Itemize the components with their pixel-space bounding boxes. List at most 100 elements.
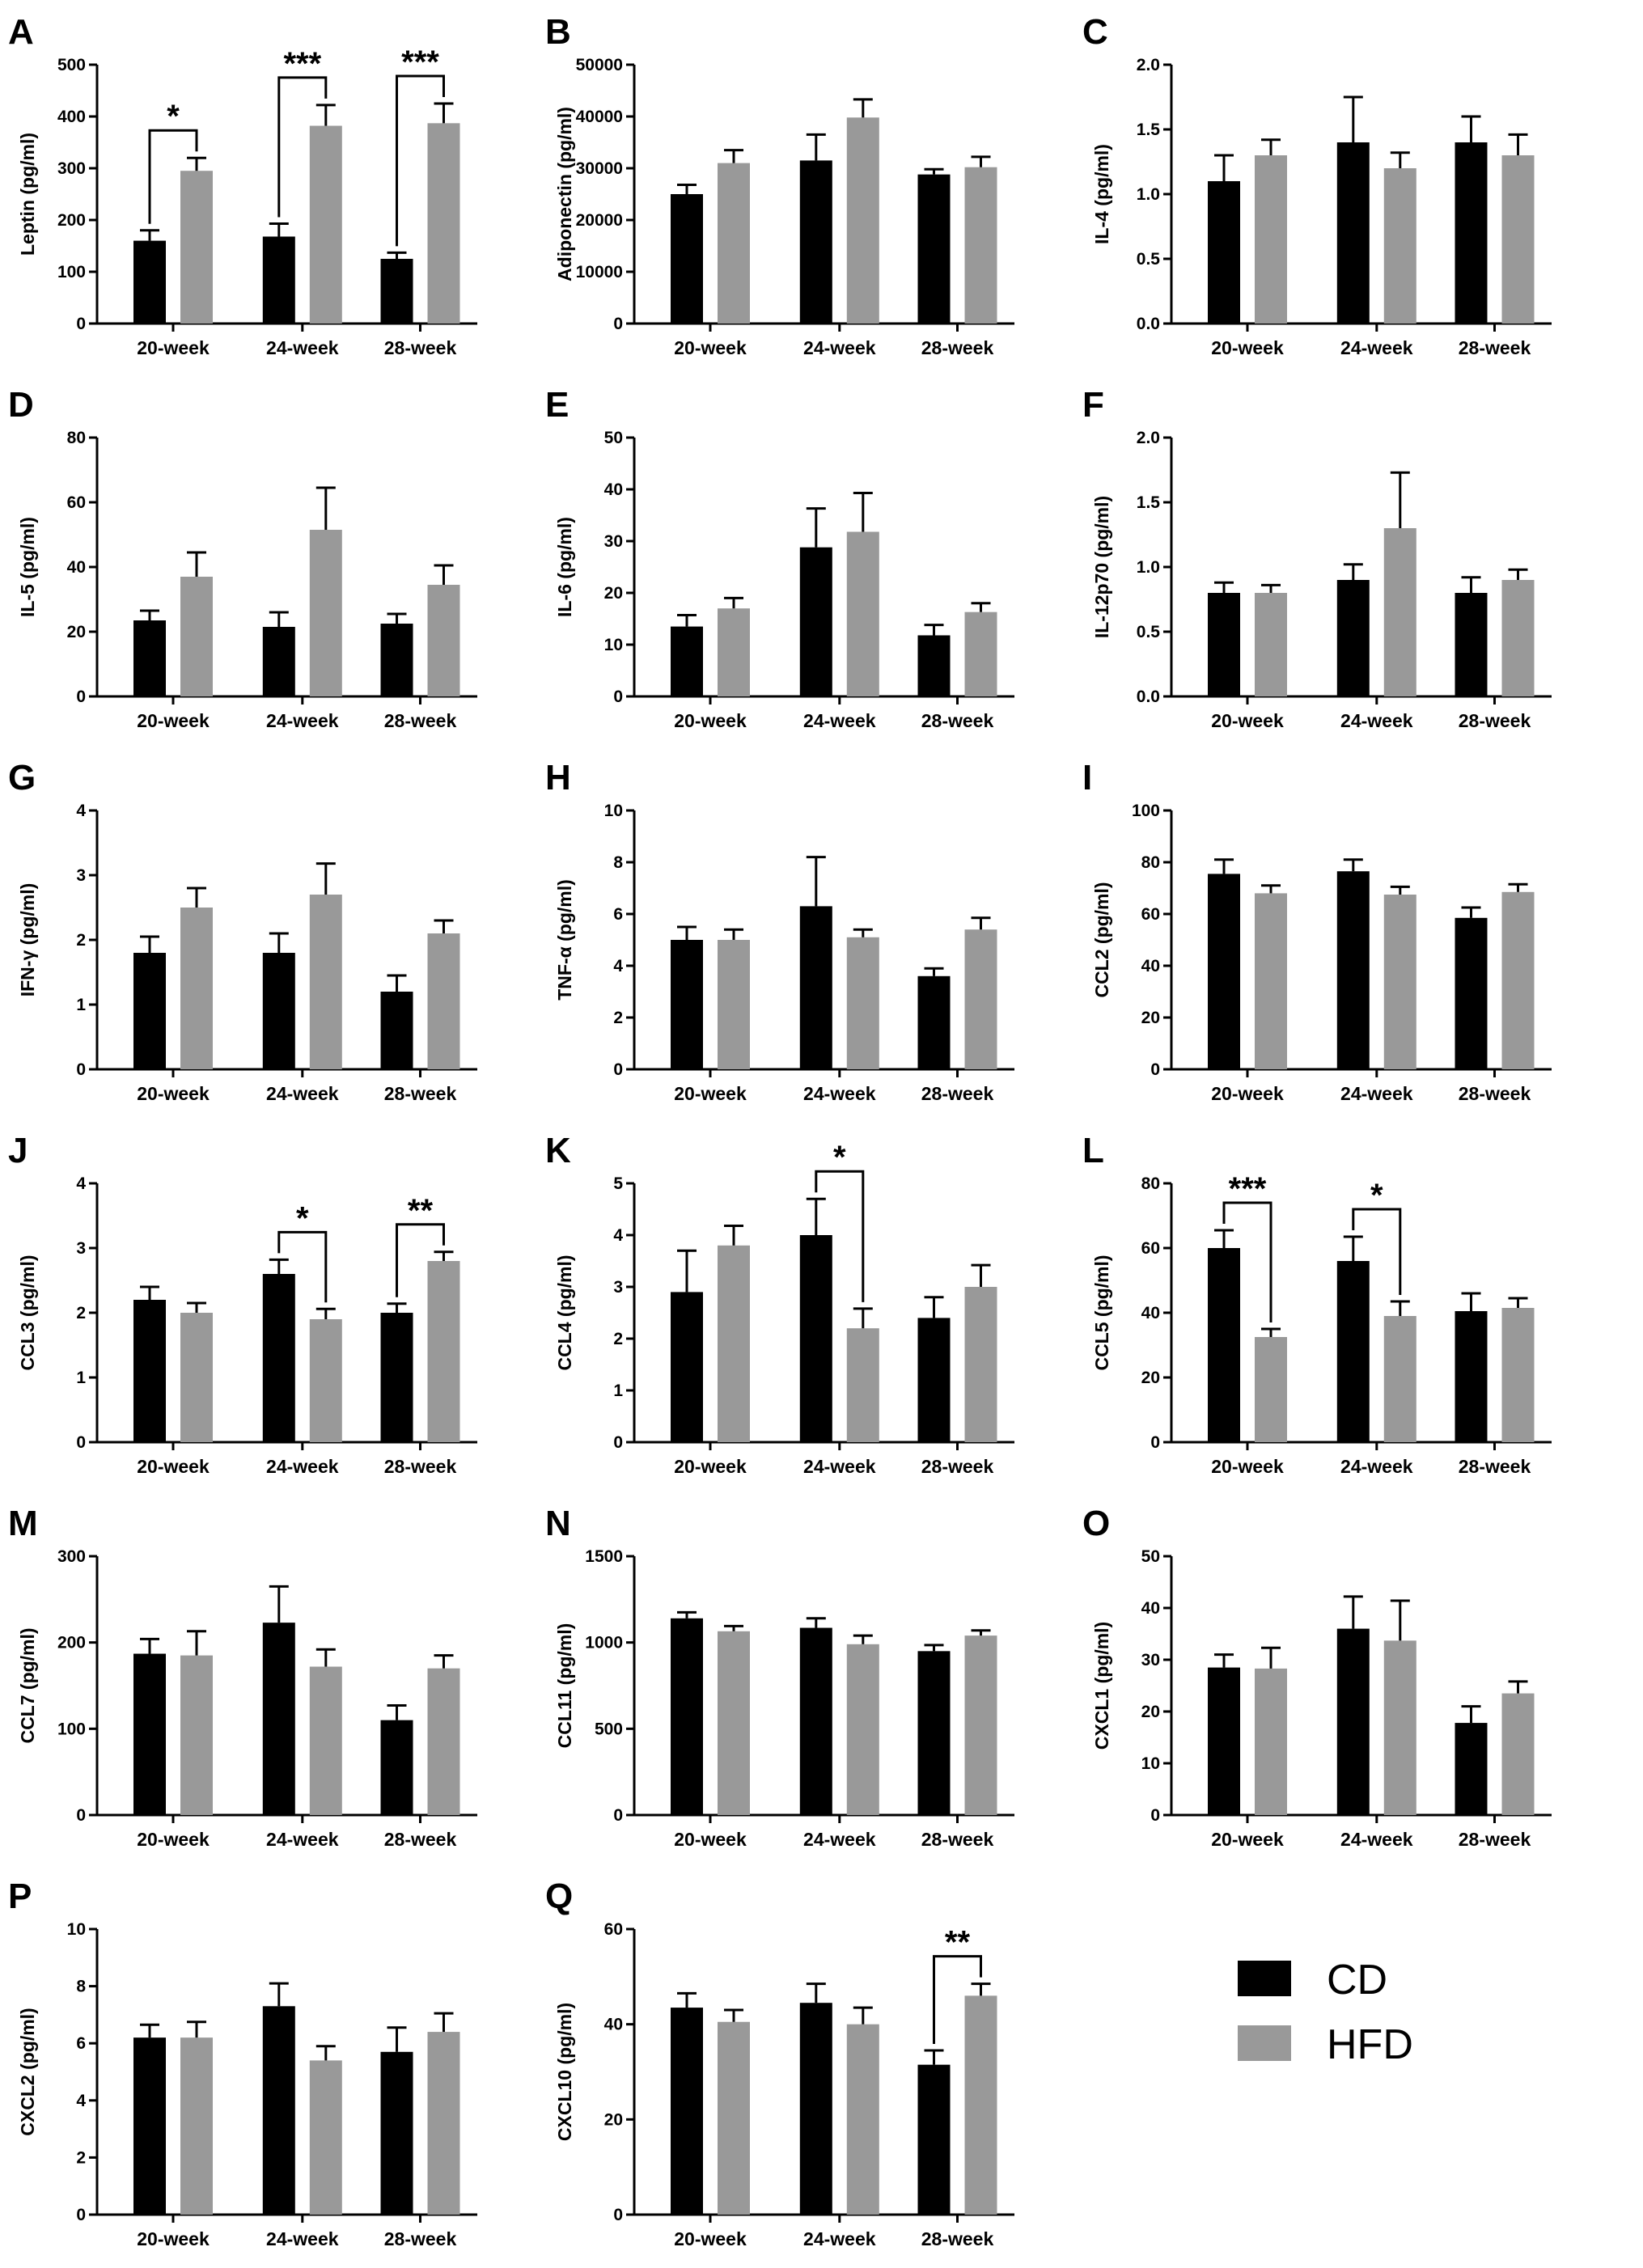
x-tick-label: 28-week: [384, 337, 457, 358]
y-axis-label: IL-5 (pg/ml): [17, 517, 38, 617]
x-tick-label: 28-week: [921, 1456, 994, 1477]
y-axis-label: IL-6 (pg/ml): [554, 517, 575, 617]
x-tick-label: 20-week: [674, 710, 747, 731]
x-tick-label: 28-week: [384, 2228, 457, 2249]
significance-label: ***: [401, 44, 439, 80]
bar-cd: [262, 627, 295, 696]
x-tick-label: 28-week: [1459, 710, 1531, 731]
x-tick-label: 24-week: [266, 337, 339, 358]
significance-label: *: [1370, 1178, 1383, 1213]
x-tick-label: 20-week: [137, 710, 210, 731]
bar-cd: [133, 1653, 166, 1815]
significance-label: ***: [1229, 1171, 1267, 1207]
y-tick-label: 40: [67, 558, 86, 577]
y-tick-label: 2: [613, 1330, 623, 1348]
x-tick-label: 20-week: [1211, 1456, 1284, 1477]
y-tick-label: 5: [613, 1174, 623, 1193]
bar-hfd: [427, 1261, 460, 1442]
chart-panel-c: C IL-4 (pg/ml) 0.0 0.5 1.0 1.5 2.0 20-week 24-we…: [1082, 12, 1552, 358]
y-tick-label: 10: [67, 1920, 86, 1939]
y-tick-label: 3: [76, 866, 86, 885]
x-tick-label: 28-week: [384, 1083, 457, 1104]
bar-cd: [1455, 1723, 1488, 1815]
x-tick-label: 20-week: [137, 2228, 210, 2249]
bar-cd: [133, 240, 166, 324]
y-tick-label: 4: [613, 1226, 623, 1245]
significance-label: ***: [283, 46, 321, 82]
bar-hfd: [1383, 168, 1416, 324]
bar-hfd: [180, 908, 213, 1069]
y-tick-label: 50: [604, 429, 623, 447]
bar-hfd: [427, 933, 460, 1069]
legend: CD HFD: [1238, 1957, 1413, 2068]
x-tick-label: 24-week: [803, 710, 876, 731]
y-tick-label: 1500: [585, 1547, 623, 1566]
panel-letter: A: [8, 12, 34, 52]
y-tick-label: 0: [76, 1060, 86, 1079]
y-tick-label: 2.0: [1137, 56, 1160, 74]
legend-label-hfd: HFD: [1327, 2021, 1413, 2068]
bar-cd: [1455, 917, 1488, 1069]
bar-hfd: [718, 1631, 750, 1815]
panel-letter: B: [545, 12, 571, 52]
y-tick-label: 0: [613, 2206, 623, 2224]
chart-panel-o: O CXCL1 (pg/ml) 0 10 20 30 40 50 20-week 24-week 2…: [1082, 1504, 1552, 1850]
y-tick-label: 2: [613, 1009, 623, 1027]
bar-cd: [671, 940, 703, 1069]
bar-cd: [1208, 1248, 1240, 1442]
y-tick-label: 0: [613, 1806, 623, 1825]
bar-cd: [671, 626, 703, 696]
bar-hfd: [309, 125, 342, 324]
y-tick-label: 3: [76, 1239, 86, 1258]
y-tick-label: 60: [1141, 905, 1160, 924]
bar-hfd: [964, 611, 997, 696]
bar-cd: [380, 259, 413, 324]
bar-cd: [262, 236, 295, 324]
y-tick-label: 0: [613, 1433, 623, 1452]
bar-hfd: [846, 531, 879, 696]
panel-letter: K: [545, 1131, 571, 1170]
chart-panel-l: L CCL5 (pg/ml) 0 20 40 60 80 20-week *** 24-week *…: [1082, 1131, 1552, 1477]
y-tick-label: 10000: [576, 263, 623, 281]
y-tick-label: 2: [76, 2148, 86, 2167]
bar-cd: [917, 1651, 951, 1815]
x-tick-label: 24-week: [803, 1456, 876, 1477]
bar-hfd: [964, 1635, 997, 1815]
x-tick-label: 24-week: [803, 1083, 876, 1104]
bar-cd: [262, 953, 295, 1069]
y-tick-label: 1000: [585, 1634, 623, 1652]
bar-hfd: [718, 2021, 750, 2215]
y-tick-label: 2.0: [1137, 429, 1160, 447]
x-tick-label: 24-week: [803, 1829, 876, 1850]
x-tick-label: 20-week: [674, 1456, 747, 1477]
bar-hfd: [846, 1644, 879, 1815]
bar-cd: [799, 1627, 832, 1815]
x-tick-label: 24-week: [266, 1829, 339, 1850]
x-tick-label: 24-week: [1340, 1083, 1413, 1104]
x-tick-label: 28-week: [921, 337, 994, 358]
chart-panel-k: K CCL4 (pg/ml) 0 1 2 3 4 5 20-week 24-week * 28-wee…: [545, 1131, 1014, 1477]
y-axis-label: CXCL1 (pg/ml): [1091, 1622, 1112, 1750]
y-axis-label: CCL11 (pg/ml): [554, 1623, 575, 1749]
y-tick-label: 400: [57, 108, 86, 126]
bar-hfd: [1501, 1308, 1535, 1442]
y-tick-label: 0: [1150, 1806, 1160, 1825]
bar-cd: [917, 2064, 951, 2215]
y-tick-label: 100: [57, 263, 86, 281]
bar-cd: [1208, 1667, 1240, 1815]
x-tick-label: 28-week: [1459, 1083, 1531, 1104]
bar-hfd: [180, 1655, 213, 1815]
y-tick-label: 4: [76, 1174, 86, 1193]
y-tick-label: 30: [1141, 1651, 1160, 1669]
y-tick-label: 60: [1141, 1239, 1160, 1258]
bar-hfd: [1501, 1693, 1535, 1815]
bar-cd: [380, 2051, 413, 2215]
bar-cd: [671, 194, 703, 324]
y-tick-label: 500: [57, 56, 86, 74]
bar-cd: [917, 1318, 951, 1442]
bar-cd: [917, 635, 951, 696]
y-tick-label: 2: [76, 1304, 86, 1322]
panel-letter: O: [1082, 1504, 1110, 1543]
y-tick-label: 20: [67, 623, 86, 641]
